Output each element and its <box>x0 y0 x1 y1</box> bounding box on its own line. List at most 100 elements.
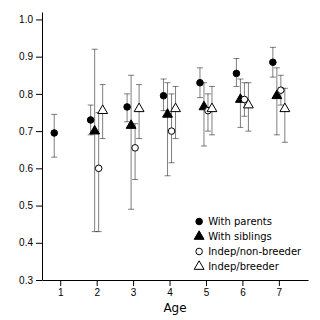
tick-mark <box>36 19 42 20</box>
tick: 3 <box>131 280 137 298</box>
point <box>98 105 108 114</box>
tick-mark <box>60 280 61 286</box>
series <box>98 83 290 143</box>
error-bar-line <box>94 49 95 231</box>
tick-mark <box>97 280 98 286</box>
error-bar-cap <box>128 209 134 210</box>
point <box>163 109 173 118</box>
error-bar <box>270 47 276 77</box>
tick-label: 4 <box>167 287 173 298</box>
error-bar <box>201 83 207 146</box>
tick: 0.9 <box>19 51 42 62</box>
point <box>243 99 253 108</box>
error-bar-cap <box>274 67 280 68</box>
error-bar-cap <box>197 67 203 68</box>
marks <box>51 47 290 231</box>
plot: 12345670.30.40.50.60.70.80.91.0 <box>19 13 308 299</box>
tick-label: 0.3 <box>19 275 33 286</box>
error-bar-cap <box>132 123 138 124</box>
error-bar-cap <box>169 162 175 163</box>
tick: 0.8 <box>19 89 42 100</box>
error-bar-cap <box>241 116 247 117</box>
legend-item: Indep/breeder <box>194 261 279 272</box>
error-bar <box>282 88 288 142</box>
error-bar-cap <box>96 231 102 232</box>
point <box>87 117 94 124</box>
tick-label: 7 <box>277 287 283 298</box>
error-bar-cap <box>161 79 167 80</box>
tick: 7 <box>277 280 283 298</box>
error-bar <box>51 114 57 157</box>
tick-mark <box>170 280 171 286</box>
error-bar <box>92 49 98 231</box>
tick: 0.4 <box>19 237 42 248</box>
legend-marker <box>194 261 204 270</box>
error-bar-line <box>240 79 241 127</box>
tick-label: 3 <box>131 287 137 298</box>
y-axis: 0.30.40.50.60.70.80.91.0 <box>19 13 42 286</box>
error-bar-cap <box>205 93 211 94</box>
tick-mark <box>206 280 207 286</box>
tick-mark <box>133 280 134 286</box>
tick-mark <box>36 131 42 132</box>
error-bar-cap <box>245 131 251 132</box>
error-bar-line <box>131 75 132 209</box>
tick: 5 <box>204 280 210 298</box>
error-bar-line <box>175 86 176 138</box>
error-bar-cap <box>237 127 243 128</box>
error-bar-cap <box>233 86 239 87</box>
legend-label: Indep/non-breeder <box>208 246 302 257</box>
tick-label: 0.9 <box>19 51 33 62</box>
tick: 0.3 <box>19 275 42 286</box>
series <box>90 49 282 231</box>
tick: 6 <box>240 280 246 298</box>
error-bar-cap <box>270 47 276 48</box>
error-bar-cap <box>282 88 288 89</box>
legend-label: With siblings <box>208 231 272 242</box>
point <box>207 103 217 112</box>
error-bar-cap <box>209 86 215 87</box>
x-axis: 1234567 <box>43 280 309 298</box>
error-bar-cap <box>124 93 130 94</box>
point <box>95 165 102 172</box>
tick-mark <box>36 206 42 207</box>
point <box>168 128 175 135</box>
point <box>51 130 58 137</box>
tick-mark <box>36 243 42 244</box>
error-bar <box>128 75 134 209</box>
error-bar-line <box>276 68 277 135</box>
tick: 0.7 <box>19 126 42 137</box>
error-bar-cap <box>205 131 211 132</box>
x-axis-title: Age <box>163 301 186 315</box>
tick-label: 0.8 <box>19 89 33 100</box>
error-bar-cap <box>136 138 142 139</box>
error-bar-cap <box>51 157 57 158</box>
axis-line <box>42 13 43 281</box>
tick-mark <box>242 280 243 286</box>
error-bar-cap <box>237 79 243 80</box>
error-bar-cap <box>100 84 106 85</box>
error-bar <box>237 79 243 127</box>
point <box>160 92 167 99</box>
tick-label: 0.7 <box>19 126 33 137</box>
chart-container: 12345670.30.40.50.60.70.80.91.0AgeWith p… <box>0 0 320 320</box>
chart: 12345670.30.40.50.60.70.80.91.0AgeWith p… <box>0 0 320 320</box>
axis-line <box>43 280 309 281</box>
tick-mark <box>36 94 42 95</box>
error-bar <box>274 68 280 135</box>
error-bar-line <box>167 83 168 176</box>
legend-item: Indep/non-breeder <box>196 246 302 257</box>
point <box>132 145 139 152</box>
tick-label: 5 <box>204 287 210 298</box>
error-bar-cap <box>128 75 134 76</box>
series <box>51 47 276 157</box>
point <box>233 70 240 77</box>
error-bar <box>169 94 175 163</box>
tick-mark <box>36 57 42 58</box>
legend-label: Indep/breeder <box>208 261 280 272</box>
error-bar-cap <box>132 179 138 180</box>
error-bar-cap <box>270 77 276 78</box>
error-bar <box>124 94 130 122</box>
error-bar-cap <box>278 75 284 76</box>
tick: 4 <box>167 280 173 298</box>
